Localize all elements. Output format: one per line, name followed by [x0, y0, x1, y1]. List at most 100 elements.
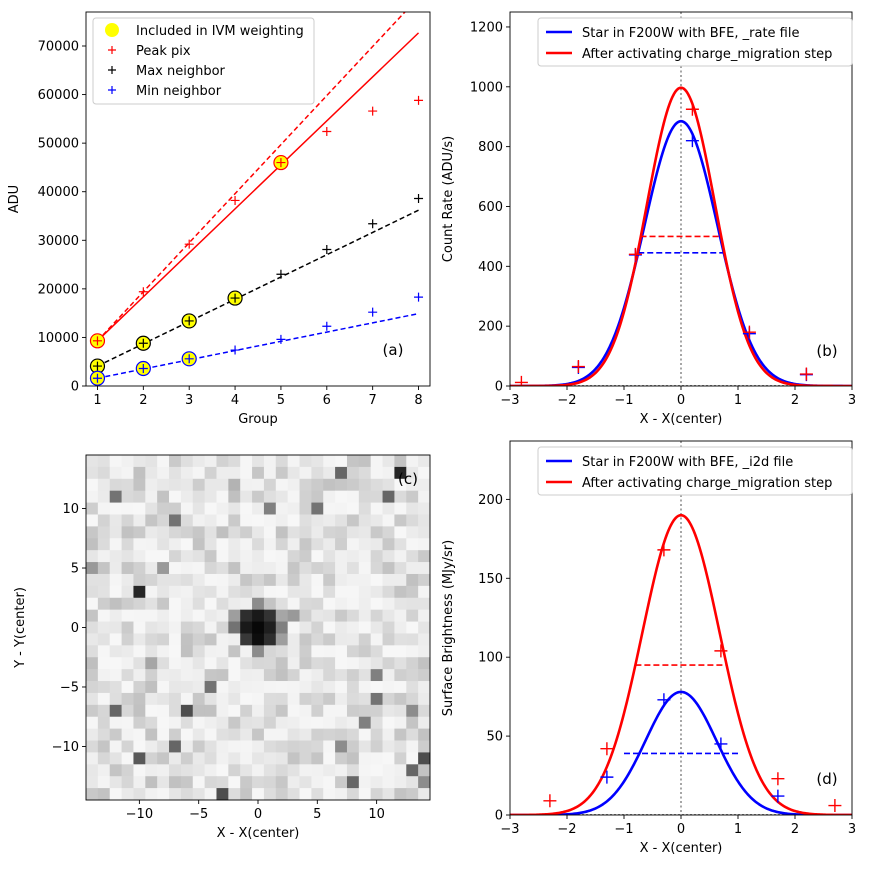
- panel-c-pixel: [133, 752, 146, 765]
- panel-c-pixel: [335, 585, 348, 599]
- panel-c-pixel: [145, 609, 158, 622]
- panel-c-pixel: [275, 728, 289, 741]
- panel-c-pixel: [145, 621, 158, 634]
- panel-c-pixel: [263, 692, 277, 706]
- panel-c-pixel: [121, 538, 134, 551]
- panel-c-pixel: [216, 466, 229, 480]
- panel-d-ytick-label: 200: [478, 493, 503, 508]
- panel-a-xtick-label: 7: [369, 393, 377, 408]
- panel-c-ylabel: Y - Y(center): [13, 587, 28, 669]
- panel-c-pixel: [287, 455, 300, 468]
- panel-c-pixel: [204, 538, 217, 551]
- panel-c-pixel: [275, 657, 289, 670]
- panel-c-pixel: [145, 657, 158, 670]
- panel-c-pixel: [157, 478, 170, 492]
- panel-c-pixel: [121, 776, 134, 789]
- panel-c-pixel: [97, 752, 111, 765]
- panel-c-pixel: [358, 681, 372, 694]
- panel-c-pixel: [192, 502, 206, 515]
- panel-c-pixel: [406, 681, 419, 694]
- panel-c-pixel: [86, 514, 99, 527]
- panel-c-pixel: [169, 728, 182, 741]
- panel-c-pixel: [370, 645, 383, 658]
- panel-c-pixel: [145, 490, 158, 503]
- panel-c-pixel: [192, 657, 206, 670]
- panel-c-pixel: [169, 585, 182, 599]
- panel-c-pixel: [335, 633, 348, 646]
- panel-b-label: (b): [816, 342, 837, 360]
- panel-c-pixel: [418, 597, 431, 611]
- panel-c-pixel: [418, 681, 431, 694]
- panel-c-pixel: [228, 514, 241, 527]
- panel-c-pixel: [418, 562, 431, 575]
- panel-c-pixel: [240, 526, 253, 539]
- panel-c-pixel: [394, 692, 407, 706]
- panel-c-pixel: [169, 597, 182, 611]
- panel-c-pixel: [358, 645, 372, 658]
- panel-c-pixel: [133, 669, 146, 682]
- panel-c-pixel: [240, 669, 253, 682]
- panel-c-pixel: [370, 609, 383, 622]
- panel-c-pixel: [406, 764, 419, 777]
- panel-c-pixel: [335, 740, 348, 753]
- panel-c-pixel: [121, 562, 134, 575]
- panel-c-pixel: [157, 704, 170, 718]
- panel-c-pixel: [109, 455, 122, 468]
- panel-b-ytick-label: 400: [478, 260, 503, 275]
- panel-c-pixel: [97, 669, 111, 682]
- panel-c-pixel: [157, 645, 170, 658]
- panel-c-pixel: [240, 621, 253, 634]
- panel-b-curve-1: [510, 86, 852, 386]
- panel-a-point-1: [276, 269, 286, 279]
- panel-c-pixel: [299, 538, 312, 551]
- panel-c-pixel: [133, 776, 146, 789]
- panel-c-pixel: [180, 692, 194, 706]
- panel-a-ytick-label: 50000: [38, 137, 79, 152]
- panel-c-pixel: [275, 597, 289, 611]
- panel-c-pixel: [299, 645, 312, 658]
- panel-c-pixel: [169, 466, 182, 480]
- panel-c-pixel: [228, 740, 241, 753]
- panel-c-pixel: [358, 562, 372, 575]
- panel-c-pixel: [204, 657, 217, 670]
- panel-c-pixel: [323, 538, 336, 551]
- panel-a-point-0: [322, 126, 332, 136]
- panel-c-pixel: [145, 502, 158, 515]
- panel-c-pixel: [169, 573, 182, 587]
- panel-c-pixel: [335, 692, 348, 706]
- panel-c-pixel: [406, 669, 419, 682]
- panel-c-pixel: [370, 704, 383, 718]
- panel-c-pixel: [406, 550, 419, 563]
- panel-a-plot-area: [89, 12, 424, 386]
- panel-c-pixel: [97, 716, 111, 730]
- panel-c-pixel: [228, 657, 241, 670]
- panel-c-pixel: [418, 490, 431, 503]
- panel-c-pixel: [335, 609, 348, 622]
- panel-c-pixel: [382, 776, 395, 789]
- panel-c-pixel: [394, 526, 407, 539]
- panel-c-pixel: [394, 704, 407, 718]
- panel-c-pixel: [358, 716, 372, 730]
- panel-a-point-2: [138, 364, 148, 374]
- panel-c-pixel: [252, 562, 265, 575]
- panel-c-pixel: [394, 788, 407, 801]
- panel-c-pixel: [169, 621, 182, 634]
- panel-c-pixel: [370, 728, 383, 741]
- panel-c-pixel: [323, 490, 336, 503]
- panel-c-pixel: [109, 573, 122, 587]
- panel-a-ytick-label: 70000: [38, 40, 79, 55]
- panel-c-pixel: [323, 526, 336, 539]
- panel-c-pixel: [86, 752, 99, 765]
- panel-c-pixel: [145, 704, 158, 718]
- panel-c-pixel: [109, 657, 122, 670]
- panel-a-ytick-label: 30000: [38, 234, 79, 249]
- panel-c-pixel: [86, 609, 99, 622]
- panel-c-pixel: [358, 740, 372, 753]
- panel-a-ytick-label: 20000: [38, 282, 79, 297]
- panel-d-xtick-label: 2: [791, 822, 799, 837]
- panel-c-pixel: [169, 550, 182, 563]
- panel-c-pixel: [287, 657, 300, 670]
- panel-c-pixel: [406, 514, 419, 527]
- panel-c-pixel: [406, 466, 419, 480]
- panel-c-pixel: [133, 562, 146, 575]
